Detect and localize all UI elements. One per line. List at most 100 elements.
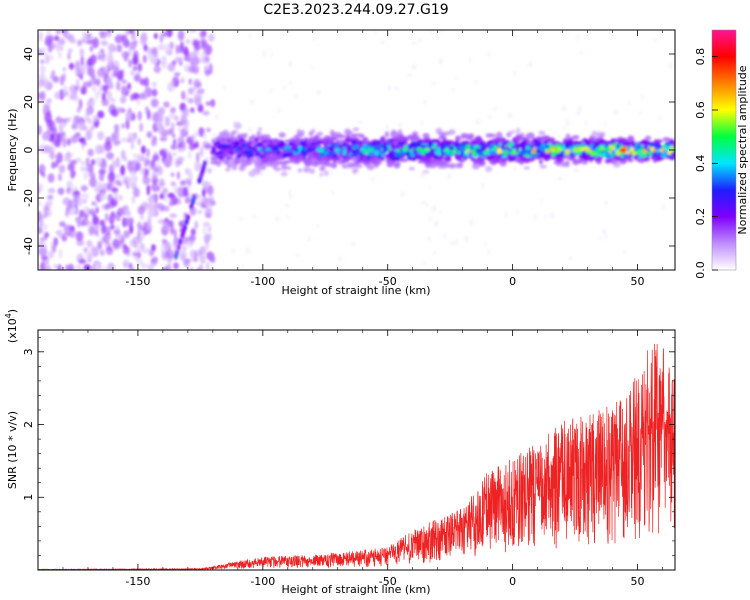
heatmap-cell (454, 76, 457, 80)
heatmap-cell (60, 46, 64, 51)
spectrogram-y-tick-label: 40 (22, 47, 35, 61)
heatmap-cell (389, 143, 395, 149)
heatmap-cell (215, 159, 222, 167)
heatmap-cell (468, 133, 475, 139)
heatmap-cell (125, 177, 133, 186)
heatmap-cell (57, 264, 62, 270)
heatmap-cell (544, 156, 551, 161)
heatmap-cell (201, 41, 206, 50)
heatmap-cell (481, 183, 485, 188)
heatmap-cell (75, 157, 82, 162)
heatmap-cell (197, 209, 203, 214)
heatmap-cell (77, 196, 83, 207)
heatmap-cell (143, 77, 150, 88)
heatmap-cell (84, 213, 89, 220)
heatmap-cell (381, 157, 385, 162)
heatmap-cell (449, 146, 455, 151)
spectrogram-heatmap (38, 30, 675, 270)
heatmap-cell (169, 213, 177, 219)
heatmap-cell (181, 90, 186, 100)
heatmap-cell (139, 77, 144, 85)
heatmap-cell (180, 41, 184, 51)
heatmap-cell (196, 201, 201, 206)
heatmap-cell (230, 141, 236, 145)
heatmap-cell (120, 165, 126, 176)
heatmap-cell (489, 144, 495, 148)
heatmap-cell (88, 117, 92, 125)
heatmap-cell (430, 163, 437, 169)
heatmap-cell (439, 210, 443, 214)
heatmap-cell (258, 136, 266, 141)
heatmap-cell (39, 64, 46, 75)
heatmap-cell (174, 56, 181, 64)
heatmap-cell (445, 149, 451, 155)
heatmap-cell (153, 33, 158, 39)
heatmap-cell (231, 247, 236, 254)
heatmap-cell (241, 143, 245, 147)
heatmap-cell (58, 51, 62, 59)
heatmap-cell (633, 147, 639, 152)
heatmap-cell (346, 162, 355, 169)
heatmap-cell (47, 250, 55, 259)
heatmap-cell (180, 129, 187, 138)
heatmap-cell (411, 63, 417, 70)
heatmap-cell (465, 144, 471, 151)
heatmap-cell (75, 60, 80, 71)
heatmap-cell (414, 135, 420, 141)
heatmap-cell (239, 217, 242, 222)
heatmap-cell (194, 250, 198, 259)
heatmap-cell (373, 145, 377, 149)
heatmap-cell (194, 220, 198, 230)
heatmap-cell (657, 144, 662, 150)
heatmap-cell (243, 150, 250, 155)
heatmap-cell (416, 147, 423, 152)
heatmap-cell (101, 266, 108, 270)
heatmap-cell (362, 140, 367, 145)
heatmap-cell (150, 98, 159, 108)
heatmap-cell (286, 166, 291, 170)
heatmap-cell (197, 103, 204, 113)
heatmap-cell (196, 267, 201, 270)
heatmap-cell (46, 98, 52, 103)
heatmap-cell (111, 132, 116, 142)
heatmap-cell (472, 163, 480, 170)
heatmap-cell (255, 167, 261, 175)
heatmap-cell (67, 163, 76, 172)
heatmap-cell (64, 153, 68, 162)
heatmap-cell (115, 157, 121, 168)
heatmap-cell (556, 156, 564, 163)
heatmap-cell (66, 34, 75, 41)
heatmap-cell (367, 164, 375, 171)
heatmap-cell (559, 144, 566, 150)
heatmap-cell (267, 154, 274, 159)
heatmap-cell (75, 264, 82, 270)
heatmap-cell (172, 152, 178, 157)
heatmap-cell (52, 75, 60, 83)
heatmap-cell (339, 134, 345, 138)
heatmap-cell (359, 153, 363, 158)
heatmap-cell (258, 164, 267, 171)
heatmap-cell (170, 144, 178, 150)
heatmap-cell (52, 126, 58, 138)
heatmap-cell (51, 161, 56, 169)
heatmap-cell (88, 163, 94, 174)
heatmap-cell (450, 150, 455, 154)
spectrogram-x-tick-label: -100 (250, 275, 275, 288)
heatmap-cell (505, 146, 510, 151)
heatmap-cell (160, 243, 168, 254)
heatmap-cell (58, 164, 66, 174)
heatmap-cell (76, 239, 85, 247)
heatmap-cell (387, 147, 392, 151)
heatmap-cell (163, 101, 170, 108)
heatmap-cell (206, 127, 211, 132)
heatmap-cell (598, 138, 606, 146)
heatmap-cell (402, 136, 409, 143)
heatmap-cell (302, 158, 308, 164)
heatmap-cell (345, 137, 351, 142)
snr-y-label: SNR (10 * v/v) (6, 411, 19, 489)
heatmap-cell (43, 206, 50, 217)
heatmap-cell (185, 196, 190, 204)
heatmap-cell (653, 139, 659, 144)
heatmap-cell (207, 252, 215, 261)
heatmap-cell (249, 157, 254, 163)
